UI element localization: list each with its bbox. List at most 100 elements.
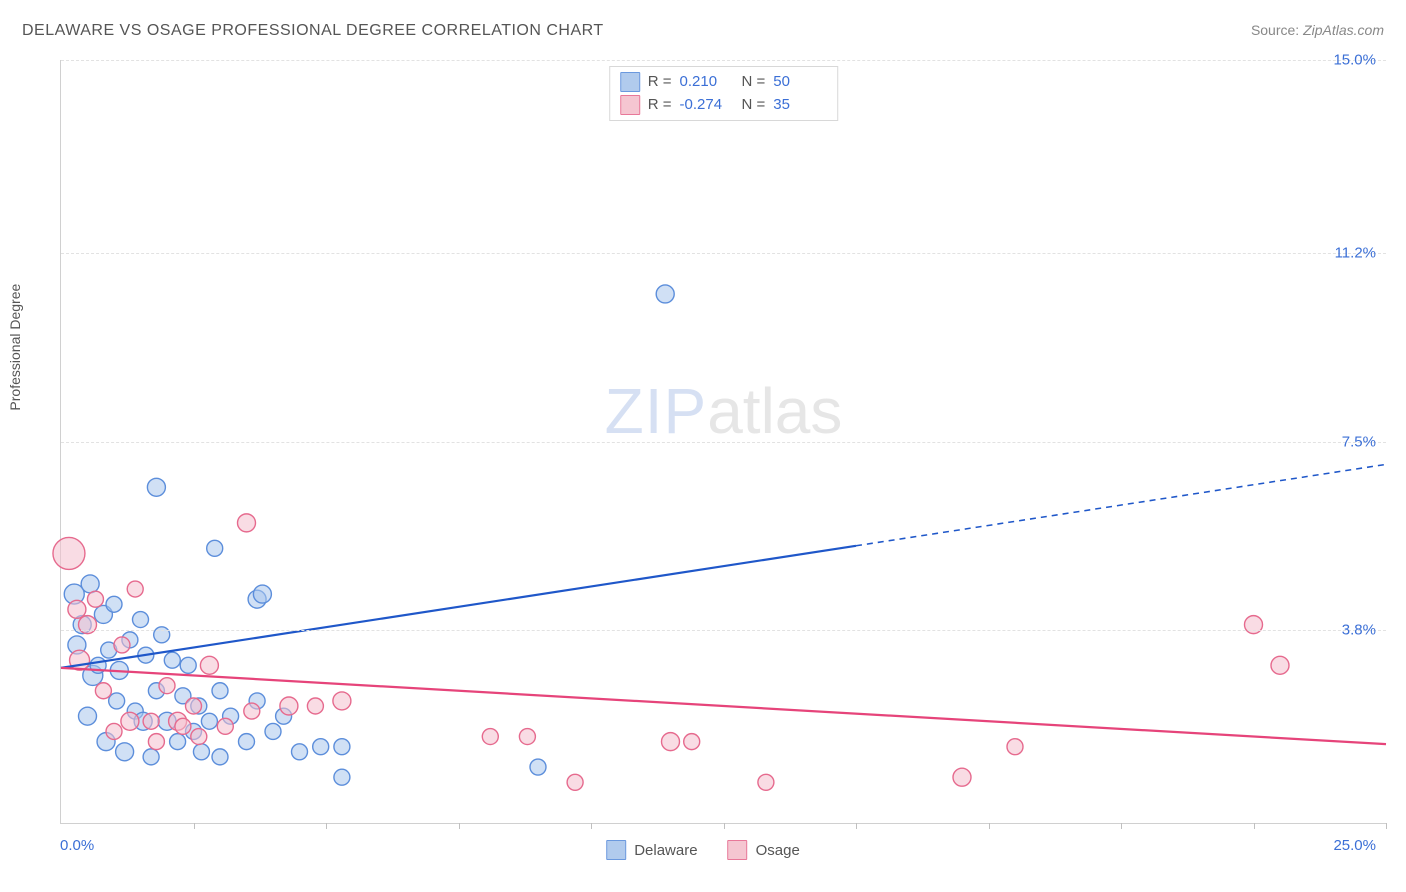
scatter-point xyxy=(191,729,207,745)
scatter-point xyxy=(68,600,86,618)
scatter-point xyxy=(127,581,143,597)
legend-row-osage: R = -0.274 N = 35 xyxy=(620,94,828,117)
r-value: 0.210 xyxy=(680,71,734,94)
scatter-point xyxy=(238,514,256,532)
r-value: -0.274 xyxy=(680,94,734,117)
chart-container: Professional Degree ZIPatlas R = 0.210 N… xyxy=(20,60,1386,872)
scatter-point xyxy=(148,734,164,750)
scatter-point xyxy=(106,596,122,612)
scatter-point xyxy=(334,739,350,755)
series-legend: Delaware Osage xyxy=(606,840,800,860)
scatter-point xyxy=(253,585,271,603)
scatter-point xyxy=(201,713,217,729)
x-tick xyxy=(591,823,592,829)
x-tick xyxy=(989,823,990,829)
scatter-point xyxy=(81,575,99,593)
x-tick xyxy=(856,823,857,829)
legend-item-delaware: Delaware xyxy=(606,840,697,860)
n-label: N = xyxy=(742,71,766,94)
legend-label-delaware: Delaware xyxy=(634,842,697,859)
scatter-point xyxy=(212,749,228,765)
x-tick xyxy=(1386,823,1387,829)
scatter-point xyxy=(95,683,111,699)
scatter-point xyxy=(175,718,191,734)
scatter-point xyxy=(159,678,175,694)
scatter-point xyxy=(684,734,700,750)
source-value: ZipAtlas.com xyxy=(1303,22,1384,38)
scatter-point xyxy=(193,744,209,760)
scatter-point xyxy=(307,698,323,714)
scatter-point xyxy=(239,734,255,750)
scatter-point xyxy=(758,774,774,790)
scatter-point xyxy=(265,723,281,739)
scatter-point xyxy=(567,774,583,790)
scatter-point xyxy=(180,657,196,673)
scatter-point xyxy=(207,540,223,556)
y-tick-label: 15.0% xyxy=(1333,52,1376,69)
correlation-legend: R = 0.210 N = 50 R = -0.274 N = 35 xyxy=(609,66,839,121)
gridline-h xyxy=(61,253,1386,254)
scatter-point xyxy=(79,616,97,634)
scatter-point xyxy=(143,749,159,765)
regression-line-extrapolated xyxy=(856,464,1386,545)
n-value: 50 xyxy=(773,71,827,94)
chart-title: DELAWARE VS OSAGE PROFESSIONAL DEGREE CO… xyxy=(22,22,604,40)
x-max-label: 25.0% xyxy=(1333,837,1376,854)
x-tick xyxy=(724,823,725,829)
scatter-point xyxy=(313,739,329,755)
scatter-point xyxy=(333,692,351,710)
scatter-point xyxy=(70,650,90,670)
scatter-point xyxy=(482,729,498,745)
scatter-point xyxy=(79,707,97,725)
x-origin-label: 0.0% xyxy=(60,837,94,854)
scatter-point xyxy=(121,712,139,730)
scatter-point xyxy=(292,744,308,760)
n-value: 35 xyxy=(773,94,827,117)
gridline-h xyxy=(61,630,1386,631)
scatter-point xyxy=(1007,739,1023,755)
y-tick-label: 3.8% xyxy=(1342,621,1376,638)
scatter-point xyxy=(212,683,228,699)
swatch-delaware xyxy=(606,840,626,860)
swatch-delaware xyxy=(620,72,640,92)
scatter-point xyxy=(244,703,260,719)
scatter-point xyxy=(217,718,233,734)
x-tick xyxy=(1254,823,1255,829)
y-axis-label: Professional Degree xyxy=(7,284,23,411)
scatter-point xyxy=(170,734,186,750)
scatter-point xyxy=(87,591,103,607)
scatter-point xyxy=(147,478,165,496)
x-tick xyxy=(459,823,460,829)
y-tick-label: 11.2% xyxy=(1335,245,1376,262)
scatter-point xyxy=(106,723,122,739)
x-tick xyxy=(326,823,327,829)
n-label: N = xyxy=(742,94,766,117)
source-label: Source: xyxy=(1251,22,1299,38)
scatter-point xyxy=(143,713,159,729)
scatter-point xyxy=(114,637,130,653)
scatter-point xyxy=(200,656,218,674)
r-label: R = xyxy=(648,71,672,94)
source-attribution: Source: ZipAtlas.com xyxy=(1251,22,1384,38)
plot-area: ZIPatlas R = 0.210 N = 50 R = -0.274 N =… xyxy=(60,60,1386,824)
swatch-osage xyxy=(728,840,748,860)
scatter-point xyxy=(186,698,202,714)
scatter-point xyxy=(116,743,134,761)
regression-line xyxy=(61,546,856,668)
legend-item-osage: Osage xyxy=(728,840,800,860)
y-tick-label: 7.5% xyxy=(1342,433,1376,450)
scatter-point xyxy=(53,537,85,569)
gridline-h xyxy=(61,60,1386,61)
scatter-point xyxy=(109,693,125,709)
swatch-osage xyxy=(620,95,640,115)
scatter-point xyxy=(1271,656,1289,674)
legend-label-osage: Osage xyxy=(756,842,800,859)
gridline-h xyxy=(61,442,1386,443)
scatter-point xyxy=(334,769,350,785)
scatter-point xyxy=(662,733,680,751)
x-tick xyxy=(194,823,195,829)
scatter-point xyxy=(280,697,298,715)
scatter-point xyxy=(530,759,546,775)
scatter-point xyxy=(133,612,149,628)
scatter-point xyxy=(953,768,971,786)
